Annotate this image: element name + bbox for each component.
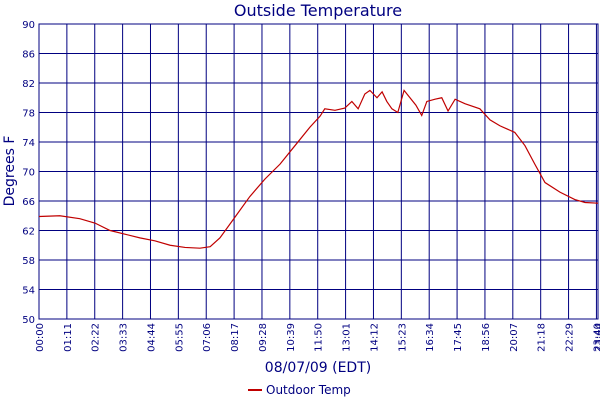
y-tick-label: 82 — [22, 79, 35, 90]
x-tick-label: 09:28 — [258, 323, 269, 352]
x-tick-label: 00:00 — [35, 323, 46, 352]
x-tick-label: 21:18 — [537, 323, 548, 352]
y-tick-label: 62 — [22, 227, 35, 238]
y-tick-label: 86 — [22, 50, 35, 61]
x-tick-label: 05:55 — [174, 323, 185, 352]
x-tick-label: 07:06 — [202, 323, 213, 352]
plot-frame — [38, 23, 599, 320]
x-tick-label: 22:29 — [565, 323, 576, 352]
y-tick-label: 66 — [22, 197, 35, 208]
x-tick-label: 23:40 — [592, 323, 600, 352]
x-tick-label: 10:39 — [286, 323, 297, 352]
x-tick-label: 20:07 — [509, 323, 520, 352]
x-tick-label: 03:33 — [119, 323, 130, 352]
legend-label: Outdoor Temp — [266, 383, 351, 397]
x-tick-label: 23:44 — [594, 323, 600, 352]
y-tick-label: 78 — [22, 109, 35, 120]
data-line — [38, 89, 599, 249]
x-tick-label: 15:23 — [397, 323, 408, 352]
chart-title: Outside Temperature — [234, 1, 402, 20]
x-tick-label: 01:11 — [63, 323, 74, 352]
x-tick-label: 13:01 — [342, 323, 353, 352]
x-tick-label: 08:17 — [230, 323, 241, 352]
x-tick-label: 04:44 — [146, 323, 157, 352]
x-tick-label: 18:56 — [481, 323, 492, 352]
x-tick-label: 16:34 — [425, 323, 436, 352]
y-tick-label: 90 — [22, 20, 35, 31]
y-tick-label: 50 — [22, 315, 35, 326]
y-axis-label: Degrees F — [2, 136, 18, 207]
y-tick-label: 70 — [22, 168, 35, 179]
x-tick-label: 17:45 — [453, 323, 464, 352]
y-tick-label: 58 — [22, 256, 35, 267]
x-axis-label: 08/07/09 (EDT) — [265, 360, 371, 376]
x-tick-label: 14:12 — [369, 323, 380, 352]
x-tick-label: 02:22 — [91, 323, 102, 352]
x-tick-label: 11:50 — [314, 323, 325, 352]
y-tick-label: 74 — [22, 138, 35, 149]
y-tick-label: 54 — [22, 286, 35, 297]
